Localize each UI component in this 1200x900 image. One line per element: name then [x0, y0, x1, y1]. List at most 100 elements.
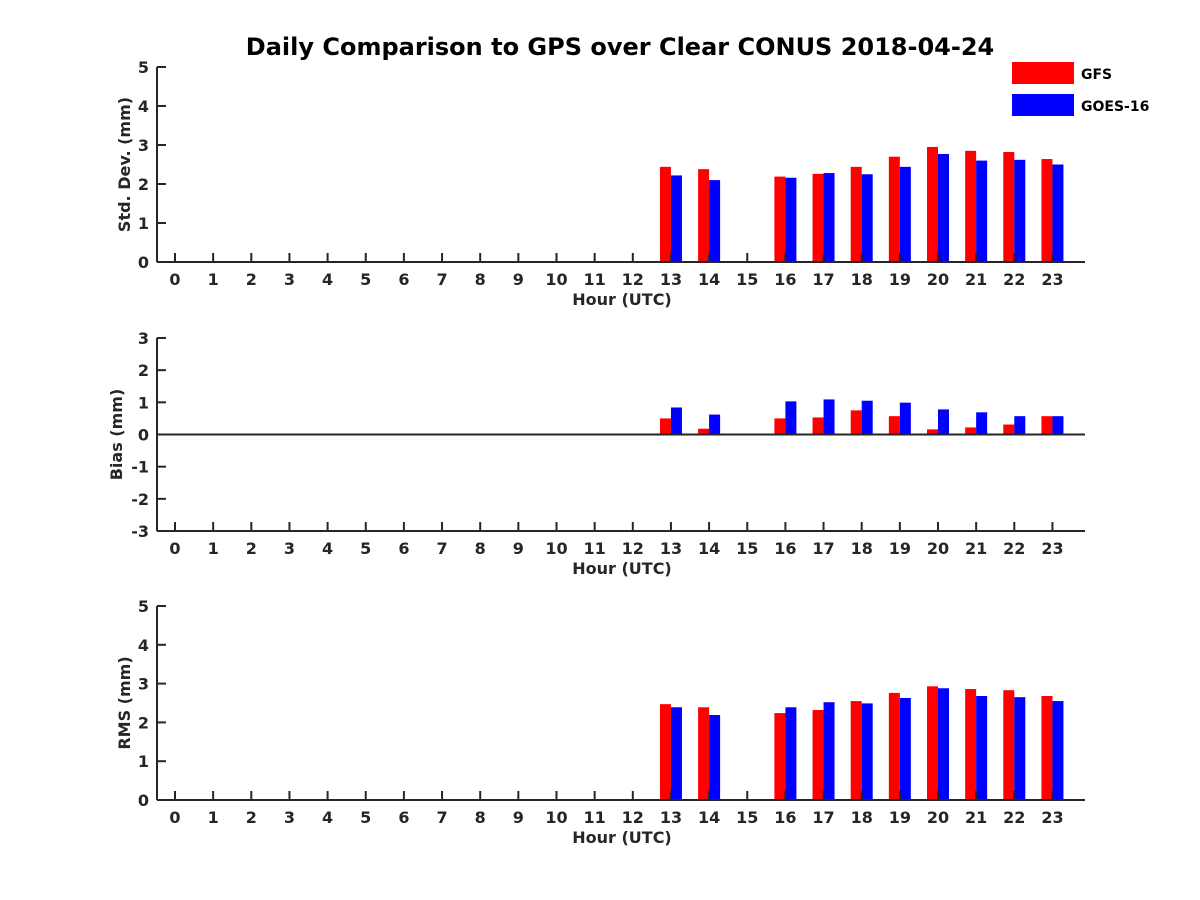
- rms-y-tick-label: 4: [138, 636, 149, 655]
- rms-y-tick-label: 2: [138, 713, 149, 732]
- stddev-bar-gfs-h13: [659, 166, 671, 262]
- stddev-x-tick-label: 23: [1041, 270, 1063, 289]
- stddev-bar-goes16-h13: [670, 175, 682, 262]
- bias-x-tick-label: 3: [284, 539, 295, 558]
- rms-bar-goes16-h22: [1014, 697, 1026, 800]
- legend-label-gfs: GFS: [1081, 67, 1112, 83]
- bias-x-tick-label: 0: [169, 539, 180, 558]
- stddev-x-tick-label: 9: [513, 270, 524, 289]
- rms-bar-gfs-h23: [1041, 696, 1053, 800]
- rms-x-tick-label: 15: [736, 808, 758, 827]
- bias-x-tick-label: 7: [436, 539, 447, 558]
- stddev-x-tick-label: 17: [812, 270, 834, 289]
- bias-x-tick-label: 15: [736, 539, 758, 558]
- rms-bar-goes16-h18: [861, 703, 873, 800]
- rms-x-tick-label: 21: [965, 808, 987, 827]
- bias-y-tick-label: 3: [138, 329, 149, 348]
- stddev-x-tick-label: 10: [545, 270, 567, 289]
- bias-bar-goes16-h20: [938, 409, 949, 435]
- chart-title: Daily Comparison to GPS over Clear CONUS…: [246, 33, 994, 61]
- bias-bar-gfs-h17: [812, 417, 824, 435]
- rms-x-tick-label: 19: [889, 808, 911, 827]
- bias-x-tick-label: 11: [584, 539, 606, 558]
- bias-bar-goes16-h19: [899, 402, 911, 435]
- stddev-bar-gfs-h22: [1003, 152, 1015, 262]
- stddev-x-tick-label: 7: [436, 270, 447, 289]
- bias-bar-gfs-h23: [1041, 416, 1053, 435]
- stddev-x-axis-label: Hour (UTC): [572, 290, 672, 309]
- rms-bar-goes16-h20: [938, 688, 949, 800]
- rms-x-tick-label: 1: [208, 808, 219, 827]
- bias-x-tick-label: 12: [622, 539, 644, 558]
- stddev-bar-goes16-h17: [823, 173, 835, 262]
- stddev-x-tick-label: 15: [736, 270, 758, 289]
- rms-x-axis-label: Hour (UTC): [572, 828, 672, 847]
- rms-bar-gfs-h14: [698, 707, 710, 800]
- stddev-x-tick-label: 21: [965, 270, 987, 289]
- stddev-bar-gfs-h20: [927, 146, 938, 262]
- stddev-bar-goes16-h21: [976, 160, 988, 262]
- rms-x-tick-label: 0: [169, 808, 180, 827]
- bias-x-tick-label: 6: [398, 539, 409, 558]
- rms-bar-goes16-h14: [709, 715, 721, 800]
- stddev-x-tick-label: 8: [475, 270, 486, 289]
- bias-x-tick-label: 1: [208, 539, 219, 558]
- rms-x-tick-label: 12: [622, 808, 644, 827]
- rms-x-tick-label: 6: [398, 808, 409, 827]
- bias-y-tick-label: 0: [138, 426, 149, 445]
- bias-bar-goes16-h23: [1052, 416, 1064, 435]
- bias-x-tick-label: 4: [322, 539, 333, 558]
- bias-x-tick-label: 18: [851, 539, 873, 558]
- rms-bar-gfs-h21: [965, 689, 977, 800]
- rms-x-tick-label: 5: [360, 808, 371, 827]
- bias-bar-goes16-h14: [709, 414, 721, 435]
- stddev-x-tick-label: 19: [889, 270, 911, 289]
- stddev-bar-goes16-h14: [709, 180, 721, 262]
- bias-x-tick-label: 23: [1041, 539, 1063, 558]
- bias-bar-goes16-h17: [823, 399, 835, 435]
- stddev-bar-goes16-h23: [1052, 164, 1064, 262]
- rms-bar-goes16-h23: [1052, 701, 1064, 800]
- stddev-bar-goes16-h20: [938, 153, 949, 262]
- legend-swatch-goes16: [1012, 94, 1074, 116]
- bias-bar-goes16-h16: [785, 401, 797, 435]
- bias-bar-gfs-h16: [774, 418, 786, 435]
- rms-y-tick-label: 5: [138, 597, 149, 616]
- bias-bar-goes16-h22: [1014, 416, 1026, 435]
- rms-x-tick-label: 4: [322, 808, 333, 827]
- bias-x-tick-label: 10: [545, 539, 567, 558]
- stddev-bar-goes16-h16: [785, 177, 797, 262]
- rms-bar-gfs-h22: [1003, 690, 1015, 800]
- rms-y-tick-label: 1: [138, 752, 149, 771]
- stddev-y-tick-label: 4: [138, 97, 149, 116]
- rms-x-tick-label: 14: [698, 808, 720, 827]
- bias-x-axis-label: Hour (UTC): [572, 559, 672, 578]
- stddev-x-tick-label: 22: [1003, 270, 1025, 289]
- rms-x-tick-label: 13: [660, 808, 682, 827]
- bias-y-tick-label: -2: [131, 490, 149, 509]
- bias-x-tick-label: 21: [965, 539, 987, 558]
- rms-bar-goes16-h16: [785, 707, 797, 800]
- stddev-bar-goes16-h22: [1014, 159, 1026, 262]
- stddev-bar-gfs-h17: [812, 173, 824, 262]
- stddev-x-tick-label: 4: [322, 270, 333, 289]
- stddev-x-tick-label: 5: [360, 270, 371, 289]
- stddev-x-tick-label: 0: [169, 270, 180, 289]
- bias-bar-gfs-h20: [927, 429, 938, 435]
- bias-x-tick-label: 9: [513, 539, 524, 558]
- bias-bar-goes16-h18: [861, 400, 873, 435]
- stddev-y-tick-label: 5: [138, 58, 149, 77]
- stddev-x-tick-label: 11: [584, 270, 606, 289]
- rms-x-tick-label: 3: [284, 808, 295, 827]
- bias-bar-gfs-h14: [698, 428, 710, 435]
- bias-bar-goes16-h21: [976, 412, 988, 435]
- bias-x-tick-label: 17: [812, 539, 834, 558]
- rms-bar-gfs-h16: [774, 713, 786, 800]
- bias-x-tick-label: 13: [660, 539, 682, 558]
- stddev-bar-goes16-h18: [861, 174, 873, 262]
- stddev-x-tick-label: 20: [927, 270, 949, 289]
- stddev-bar-gfs-h21: [965, 150, 977, 262]
- stddev-bar-gfs-h18: [850, 166, 862, 262]
- stddev-x-tick-label: 3: [284, 270, 295, 289]
